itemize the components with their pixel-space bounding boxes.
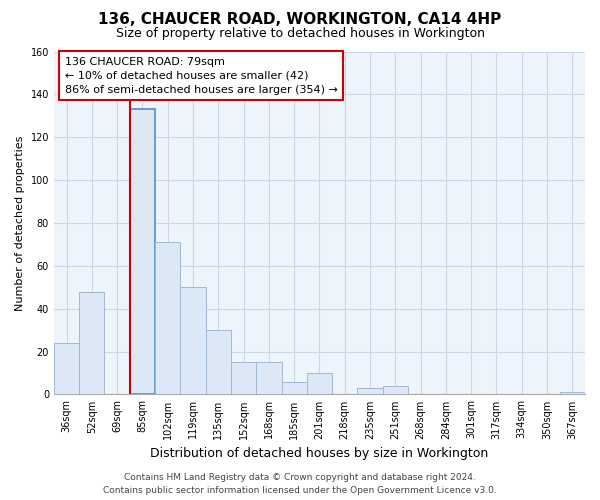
X-axis label: Distribution of detached houses by size in Workington: Distribution of detached houses by size … (151, 447, 488, 460)
Bar (130, 110, 155, 395)
Bar (281, 382, 307, 394)
Bar (181, 288, 206, 395)
Bar (358, 388, 383, 394)
Bar (231, 362, 256, 394)
Bar (256, 362, 281, 394)
Bar (155, 242, 181, 394)
Bar (206, 330, 231, 394)
Bar (383, 386, 408, 394)
Text: 136 CHAUCER ROAD: 79sqm
← 10% of detached houses are smaller (42)
86% of semi-de: 136 CHAUCER ROAD: 79sqm ← 10% of detache… (65, 56, 337, 94)
Bar (307, 373, 332, 394)
Text: Contains HM Land Registry data © Crown copyright and database right 2024.
Contai: Contains HM Land Registry data © Crown c… (103, 474, 497, 495)
Text: 136, CHAUCER ROAD, WORKINGTON, CA14 4HP: 136, CHAUCER ROAD, WORKINGTON, CA14 4HP (98, 12, 502, 28)
Bar (54, 343, 79, 394)
Y-axis label: Number of detached properties: Number of detached properties (15, 136, 25, 310)
Bar (560, 392, 585, 394)
Bar (79, 292, 104, 395)
Text: Size of property relative to detached houses in Workington: Size of property relative to detached ho… (115, 28, 485, 40)
